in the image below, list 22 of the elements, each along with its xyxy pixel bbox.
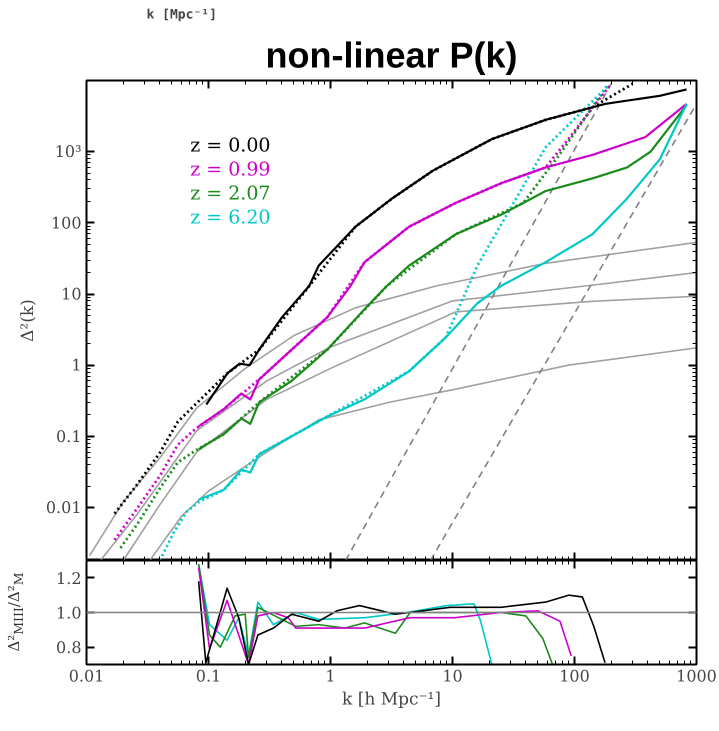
text: z = 0.99	[190, 158, 271, 180]
y-tick-label: 1.2	[56, 568, 82, 588]
x-tick-label: 10	[442, 666, 463, 686]
y-tick-label: 1.0	[56, 604, 82, 622]
text: k [Mpc⁻¹]	[146, 8, 217, 22]
x-tick-label: 0.1	[196, 666, 222, 686]
y-tick-label: 0.8	[56, 638, 82, 658]
text: z = 2.07	[190, 182, 271, 204]
y-tick-label: 100	[50, 213, 82, 232]
x-axis-title: k [h Mpc⁻¹]	[342, 690, 441, 710]
y-axis-title: Δ²(k)	[18, 299, 38, 342]
y-tick-label: 0.01	[46, 498, 82, 517]
text: z = 0.00	[190, 134, 271, 156]
x-tick-label: 1	[325, 666, 336, 686]
chart-title: non-linear P(k)	[265, 34, 518, 76]
y-tick-label: 10	[61, 284, 82, 304]
text: z = 6.20	[190, 206, 271, 228]
x-tick-label: 1000	[676, 666, 717, 686]
y-tick-label: 0.1	[56, 426, 82, 446]
x-tick-label: 100	[559, 666, 590, 686]
y-tick-label: 10³	[54, 142, 82, 162]
y-tick-label: 1	[71, 356, 82, 375]
